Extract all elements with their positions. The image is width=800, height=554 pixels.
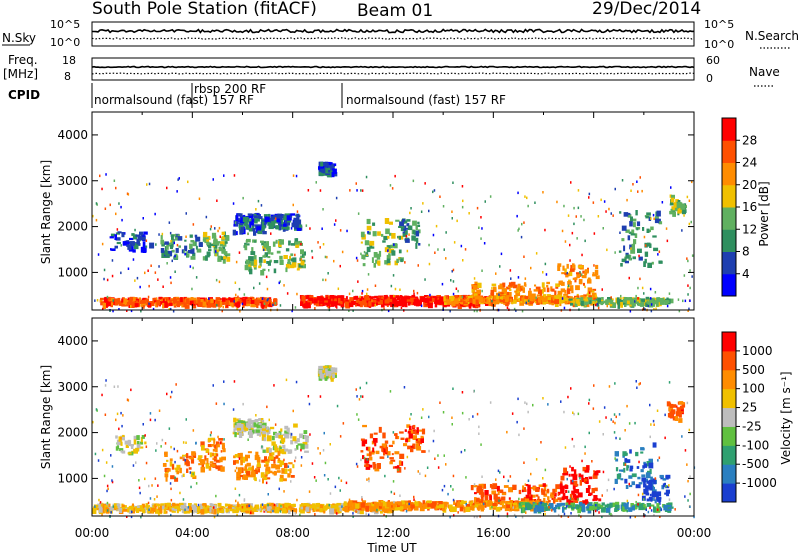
ytick-vel-2000: 2000 xyxy=(57,426,88,440)
noise-tick-left-top: 10^5 xyxy=(50,18,80,31)
velocity-panel-frame xyxy=(91,317,695,517)
xtick-5: 20:00 xyxy=(576,526,611,540)
cpid-label: CPID xyxy=(8,88,40,102)
colorbar-tick-2: 100 xyxy=(742,382,765,396)
velocity-axes: 1000 2000 3000 4000 xyxy=(57,318,695,516)
time-tick-labels: 00:00 04:00 08:00 12:00 16:00 20:00 00:00 xyxy=(75,526,712,540)
freq-tick-bottom: 8 xyxy=(64,70,71,83)
mhz-label: [MHz] xyxy=(3,67,38,81)
ytick-power-4000: 4000 xyxy=(57,128,88,142)
cpid-segment-1: normalsound (fast) 157 RF xyxy=(94,93,254,107)
colorbar-swatch-5 xyxy=(722,388,736,409)
ytick-vel-4000: 4000 xyxy=(57,334,88,348)
colorbar-tick-4: 20 xyxy=(742,178,757,192)
colorbar-swatch-1 xyxy=(722,251,736,275)
power-colorbar-label: Power [dB] xyxy=(757,181,771,246)
cpid-segment-2: rbsp 200 RF xyxy=(194,82,266,96)
xtick-2: 08:00 xyxy=(275,526,310,540)
colorbar-tick-0: 1000 xyxy=(742,344,773,358)
nave-tick-bottom: 0 xyxy=(706,72,713,85)
power-ylabel: Slant Range [km] xyxy=(39,160,53,264)
noise-panel-frame xyxy=(91,21,695,47)
ytick-vel-3000: 3000 xyxy=(57,380,88,394)
cpid-segment-3: normalsound (fast) 157 RF xyxy=(346,93,506,107)
colorbar-tick-3: 16 xyxy=(742,200,757,214)
colorbar-swatch-8 xyxy=(722,332,736,352)
colorbar-swatch-6 xyxy=(722,140,736,163)
colorbar-swatch-2 xyxy=(722,445,736,465)
velocity-colorbar-label: Velocity [m s⁻¹] xyxy=(779,371,793,464)
velocity-colorbar: 1000 500 100 25 -25 -100 -500 -1000 xyxy=(721,331,777,503)
nsearch-label: N.Search xyxy=(745,29,799,43)
colorbar-swatch-3 xyxy=(722,426,736,446)
xtick-6: 00:00 xyxy=(677,526,712,540)
colorbar-tick-4: -25 xyxy=(742,419,762,433)
colorbar-swatch-1 xyxy=(722,464,736,484)
freq-panel-frame xyxy=(91,57,695,81)
colorbar-tick-1: 500 xyxy=(742,363,765,377)
colorbar-swatch-7 xyxy=(722,118,736,141)
freq-trace xyxy=(91,65,695,69)
colorbar-swatch-4 xyxy=(722,407,736,427)
power-panel-frame xyxy=(91,111,695,311)
colorbar-swatch-5 xyxy=(722,162,736,186)
freq-tick-top: 18 xyxy=(62,54,76,67)
colorbar-tick-6: -500 xyxy=(742,457,769,471)
noise-tick-right-bottom: 10^0 xyxy=(704,38,734,51)
colorbar-swatch-0 xyxy=(722,483,736,503)
power-heatmap xyxy=(92,161,694,313)
colorbar-swatch-7 xyxy=(722,350,736,371)
colorbar-swatch-4 xyxy=(722,184,736,208)
colorbar-swatch-2 xyxy=(722,229,736,252)
xtick-0: 00:00 xyxy=(75,526,110,540)
colorbar-tick-6: 28 xyxy=(742,133,757,147)
ytick-power-1000: 1000 xyxy=(57,265,88,279)
power-axes: 1000 2000 3000 4000 xyxy=(57,112,695,310)
freq-label: Freq. xyxy=(8,53,38,67)
colorbar-tick-5: 24 xyxy=(742,156,757,170)
ytick-power-2000: 2000 xyxy=(57,220,88,234)
nave-tick-top: 60 xyxy=(706,54,720,67)
colorbar-tick-0: 4 xyxy=(742,267,750,281)
beam-label: Beam 01 xyxy=(357,1,433,21)
colorbar-swatch-6 xyxy=(722,369,736,390)
colorbar-tick-7: -1000 xyxy=(742,476,777,490)
colorbar-swatch-3 xyxy=(722,207,736,230)
nave-trace xyxy=(91,72,695,75)
colorbar-swatch-0 xyxy=(722,273,736,297)
noise-tick-right-top: 10^5 xyxy=(704,18,734,31)
xlabel: Time UT xyxy=(366,541,417,554)
xtick-1: 04:00 xyxy=(175,526,210,540)
plot-title: South Pole Station (fitACF) xyxy=(92,0,317,19)
nave-label: Nave xyxy=(749,65,780,79)
ytick-power-3000: 3000 xyxy=(57,174,88,188)
xtick-4: 16:00 xyxy=(476,526,511,540)
nsky-label: N.Sky xyxy=(2,31,36,45)
velocity-ylabel: Slant Range [km] xyxy=(39,365,53,469)
colorbar-tick-2: 12 xyxy=(742,222,757,236)
power-colorbar: 4 8 12 16 20 24 28 xyxy=(721,117,757,297)
noise-tick-left-bottom: 10^0 xyxy=(50,36,80,49)
xtick-3: 12:00 xyxy=(376,526,411,540)
nsky-trace xyxy=(92,28,695,34)
colorbar-tick-5: -100 xyxy=(742,438,769,452)
date-label: 29/Dec/2014 xyxy=(592,0,701,19)
nsearch-trace xyxy=(91,37,695,40)
velocity-heatmap xyxy=(92,365,696,519)
colorbar-tick-3: 25 xyxy=(742,401,757,415)
colorbar-tick-1: 8 xyxy=(742,245,750,259)
ytick-vel-1000: 1000 xyxy=(57,471,88,485)
